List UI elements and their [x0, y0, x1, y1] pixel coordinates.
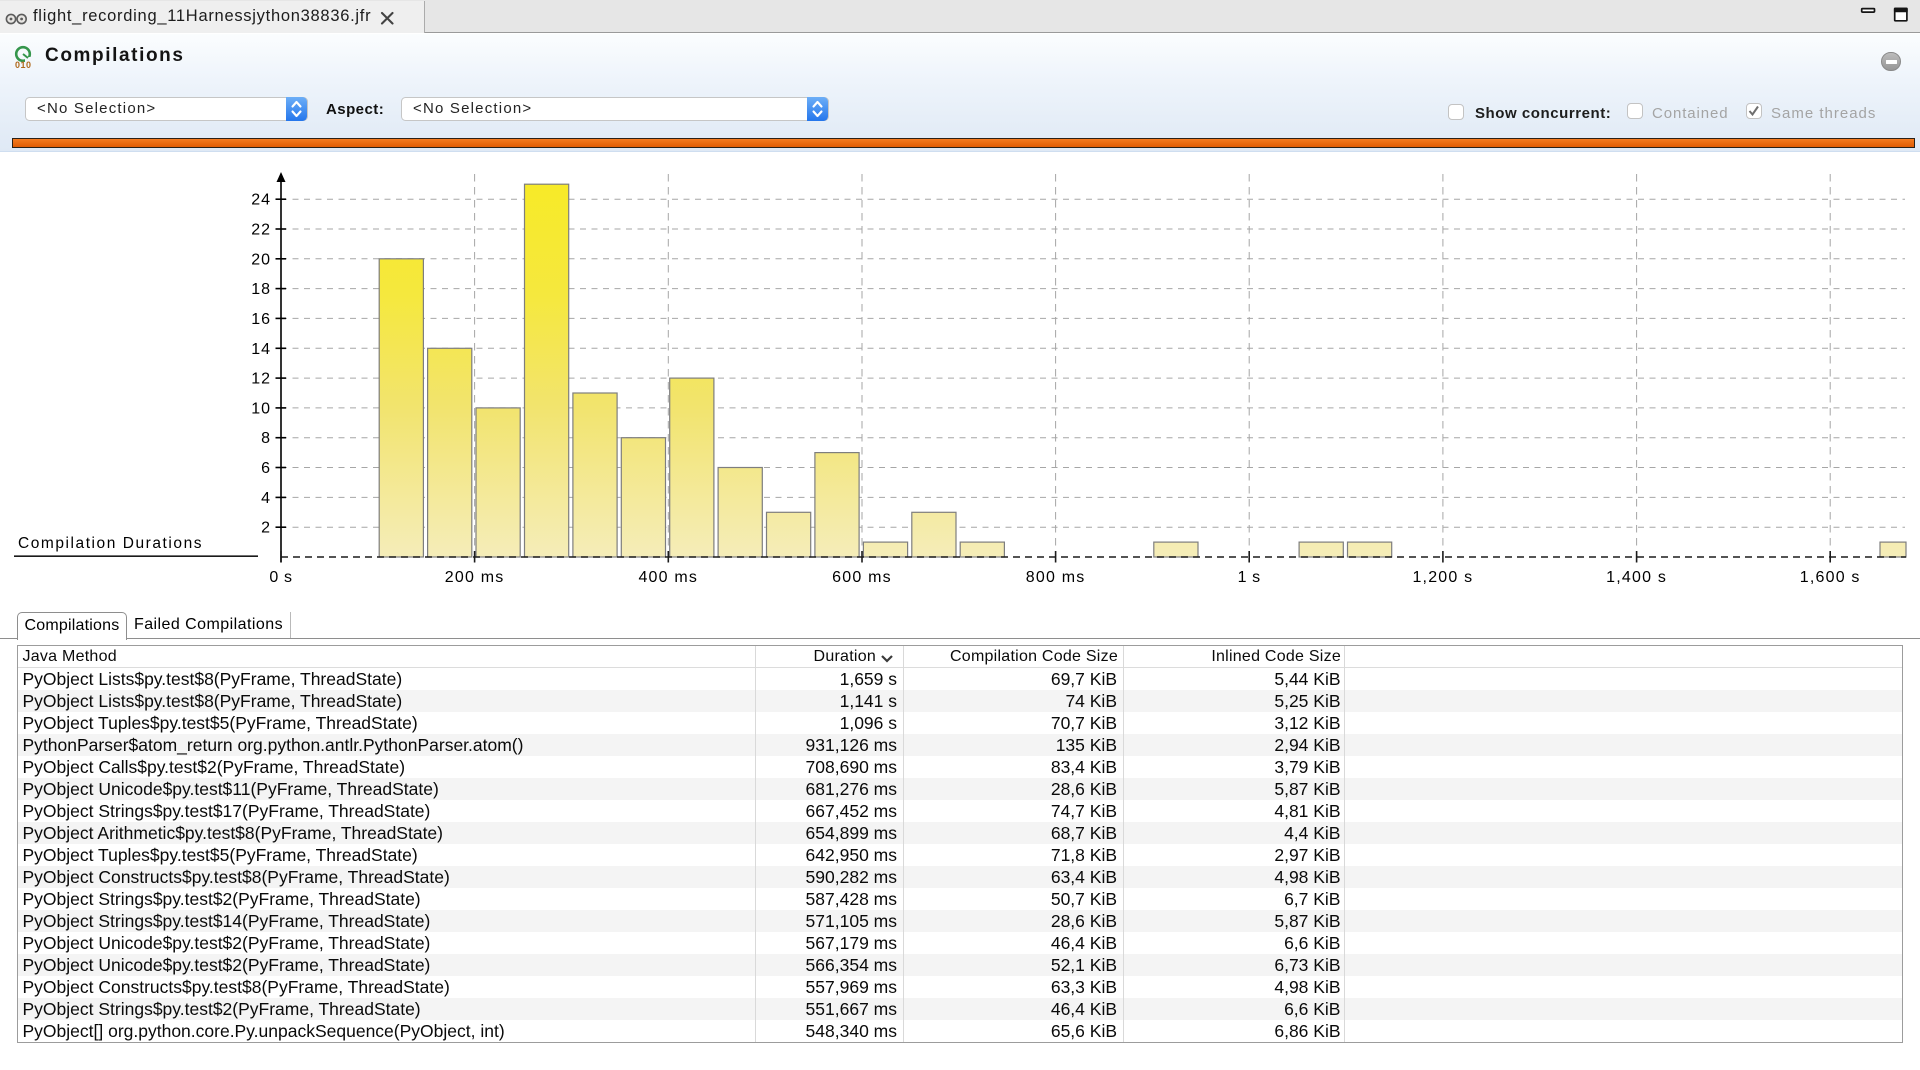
svg-text:1,200 s: 1,200 s — [1412, 569, 1473, 586]
svg-text:10: 10 — [251, 400, 271, 417]
svg-text:200 ms: 200 ms — [445, 569, 505, 586]
svg-text:1,600 s: 1,600 s — [1800, 569, 1861, 586]
svg-text:800 ms: 800 ms — [1026, 569, 1086, 586]
svg-text:20: 20 — [251, 251, 271, 268]
svg-text:400 ms: 400 ms — [638, 569, 698, 586]
svg-text:600 ms: 600 ms — [832, 569, 892, 586]
svg-text:16: 16 — [251, 311, 271, 328]
svg-text:2: 2 — [261, 520, 271, 537]
svg-text:1,400 s: 1,400 s — [1606, 569, 1667, 586]
svg-text:22: 22 — [251, 222, 271, 239]
svg-text:010: 010 — [15, 60, 32, 69]
svg-text:Compilation Durations: Compilation Durations — [18, 535, 203, 552]
svg-text:0 s: 0 s — [269, 569, 292, 586]
svg-text:4: 4 — [261, 490, 271, 507]
svg-text:24: 24 — [251, 192, 271, 209]
svg-text:6: 6 — [261, 460, 271, 477]
svg-text:14: 14 — [251, 341, 271, 358]
svg-text:8: 8 — [261, 430, 271, 447]
svg-text:18: 18 — [251, 281, 271, 298]
svg-text:1 s: 1 s — [1238, 569, 1261, 586]
svg-text:12: 12 — [251, 371, 271, 388]
